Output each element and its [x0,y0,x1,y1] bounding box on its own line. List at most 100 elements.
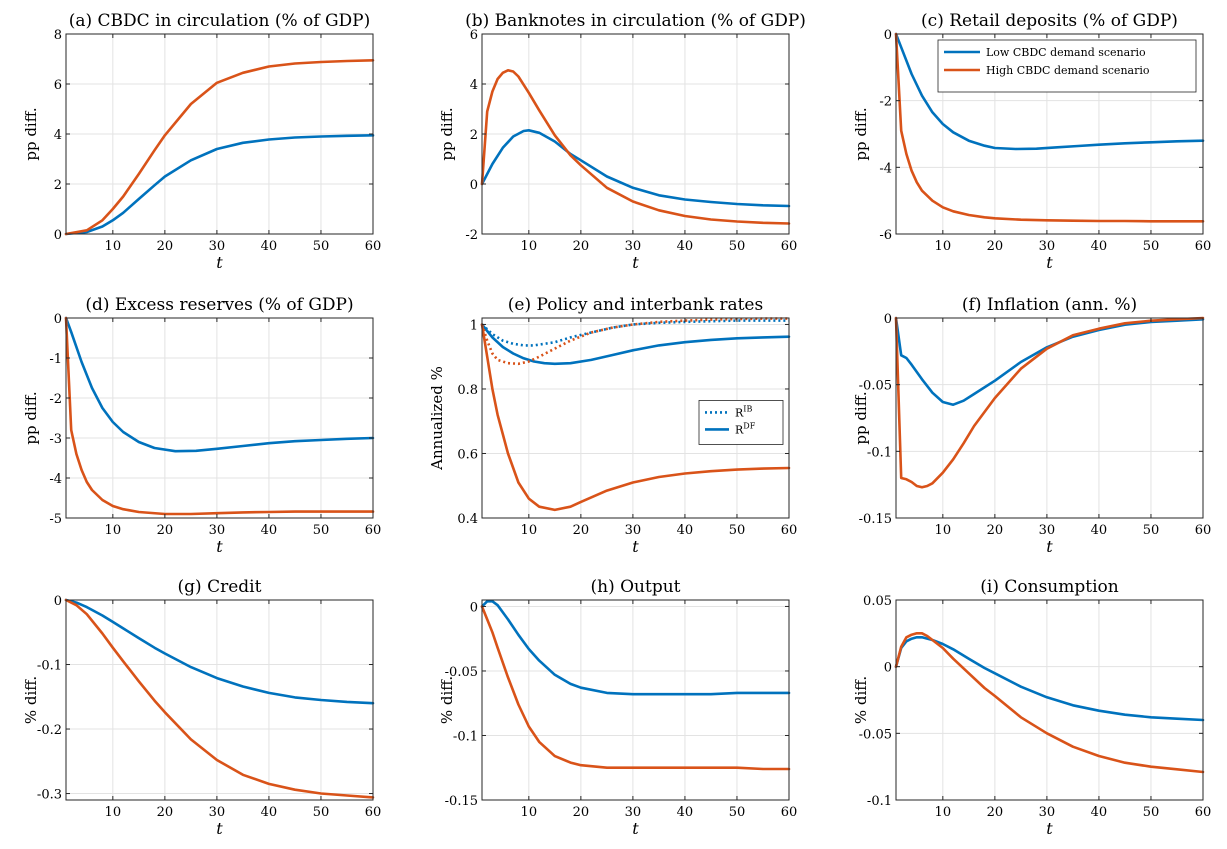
series-line-2 [894,316,1205,489]
chart-panel-1: 10 20 30 40 50 60 0 2 4 6 8 (a) CBDC in circulation… [22,11,381,272]
y-tick-label: 0 [54,228,62,243]
y-tick-label: 6 [54,78,62,93]
chart-panel-8: 10 20 30 40 50 60 -0.15 -0.1 -0.05 0 (h) Output t % … [438,577,797,838]
chart-title: (i) Consumption [980,577,1118,597]
series-line-1 [64,598,375,705]
x-tick-label: 30 [209,523,226,538]
y-tick-label: -0.1 [453,729,478,744]
y-tick-label: 0 [470,600,478,615]
x-axis-label: t [632,819,639,838]
x-axis-label: t [216,253,223,272]
y-tick-label: -4 [879,161,892,176]
x-tick-label: 60 [1195,805,1212,820]
plot-frame [895,599,1204,801]
y-tick-label: 4 [470,78,478,93]
x-tick-label: 40 [1091,805,1108,820]
x-tick-label: 40 [261,805,278,820]
y-tick-label: 0 [54,594,62,609]
x-tick-label: 60 [781,523,798,538]
chart-panel-4: 10 20 30 40 50 60 -5 -4 -3 -2 -1 0 (d) Excess reserv… [22,295,381,556]
x-axis-label: t [216,537,223,556]
series-line-1 [64,134,375,236]
plot-frame [65,599,374,801]
y-tick-label: -0.15 [859,512,892,527]
x-tick-label: 20 [573,523,590,538]
x-tick-label: 60 [781,239,798,254]
series-line-1 [480,129,791,208]
legend-entry-2: RDF [735,421,756,436]
x-tick-label: 40 [1091,239,1108,254]
chart-title: (c) Retail deposits (% of GDP) [921,11,1178,31]
x-tick-label: 40 [677,523,694,538]
y-tick-label: -0.15 [445,794,478,809]
y-tick-label: -0.1 [867,794,892,809]
x-tick-label: 30 [209,239,226,254]
x-axis-label: t [1046,537,1053,556]
legend-entry-1: RIB [735,404,752,419]
y-tick-label: -0.2 [37,723,62,738]
y-tick-label: 0.4 [457,512,478,527]
plot-frame [895,317,1204,519]
x-tick-label: 30 [625,805,642,820]
y-axis-label: pp diff. [438,107,456,160]
x-tick-label: 30 [1039,805,1056,820]
series-line-1 [894,316,1205,406]
x-tick-label: 10 [105,523,122,538]
y-tick-label: 2 [54,178,62,193]
y-tick-label: -3 [49,432,62,447]
x-tick-label: 20 [987,239,1004,254]
x-tick-label: 20 [157,523,174,538]
series-line-2 [480,323,791,366]
y-axis-label: Annualized % [428,366,446,471]
y-tick-label: -0.05 [445,665,478,680]
series-line-2 [480,69,791,225]
y-tick-label: -0.1 [37,659,62,674]
x-tick-label: 60 [365,239,382,254]
y-tick-label: 0.6 [457,447,478,462]
y-axis-label: % diff. [852,676,870,724]
x-tick-label: 50 [729,239,746,254]
series-line-2 [64,316,375,516]
y-tick-label: -6 [879,228,892,243]
series-line-2 [894,632,1205,774]
x-tick-label: 40 [261,523,278,538]
x-tick-label: 60 [1195,523,1212,538]
chart-title: (a) CBDC in circulation (% of GDP) [69,11,371,31]
x-tick-label: 50 [313,239,330,254]
plot-frame [481,317,790,519]
series-line-1 [480,600,791,696]
y-tick-label: -1 [49,352,62,367]
chart-title: (e) Policy and interbank rates [508,295,763,315]
x-axis-label: t [1046,819,1053,838]
series-line-3 [480,317,789,366]
chart-title: (f) Inflation (ann. %) [962,295,1137,315]
series-line-2 [64,59,375,236]
x-tick-label: 40 [677,239,694,254]
x-tick-label: 20 [157,805,174,820]
x-tick-label: 30 [1039,523,1056,538]
series-line-2 [480,605,791,771]
y-tick-label: 1 [470,318,478,333]
y-tick-label: -4 [49,472,62,487]
x-tick-label: 30 [625,523,642,538]
x-tick-label: 50 [1143,239,1160,254]
legend-entry-2: High CBDC demand scenario [986,64,1150,77]
chart-title: (h) Output [591,577,681,597]
y-tick-label: 2 [470,128,478,143]
x-tick-label: 20 [157,239,174,254]
plot-frame [65,317,374,519]
x-tick-label: 30 [209,805,226,820]
y-tick-label: 6 [470,28,478,43]
chart-panel-7: 10 20 30 40 50 60 -0.3 -0.2 -0.1 0 (g) Credit t % di… [22,577,381,838]
x-tick-label: 50 [1143,523,1160,538]
y-tick-label: 0 [54,312,62,327]
series-line-2 [64,598,375,799]
x-tick-label: 60 [781,805,798,820]
chart-panel-5: 10 20 30 40 50 60 0.4 0.6 0.8 1 (e) Policy and int… [428,295,797,556]
x-tick-label: 20 [573,805,590,820]
y-axis-label: pp diff. [22,391,40,444]
y-tick-label: -2 [49,392,62,407]
x-tick-label: 20 [987,523,1004,538]
x-tick-label: 20 [987,805,1004,820]
